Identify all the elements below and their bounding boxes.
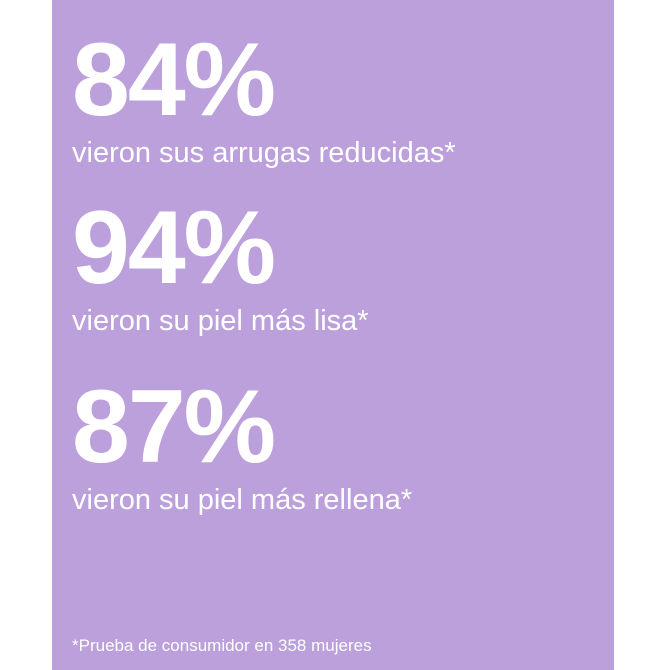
stat-smoother-skin: 94% vieron su piel más lisa* xyxy=(72,196,369,339)
stat-value: 87% xyxy=(72,369,276,485)
footnote: *Prueba de consumidor en 358 mujeres xyxy=(72,636,372,655)
stats-panel xyxy=(52,0,614,670)
stat-wrinkles: 84% vieron sus arrugas reducidas* xyxy=(72,28,456,171)
stat-plumper-skin: 87% vieron su piel más rellena* xyxy=(72,375,412,518)
stat-value: 94% xyxy=(72,190,276,306)
stat-caption: vieron sus arrugas reducidas* xyxy=(72,137,456,169)
stat-value: 84% xyxy=(72,22,276,138)
stat-caption: vieron su piel más rellena* xyxy=(72,484,413,516)
stat-caption: vieron su piel más lisa* xyxy=(72,305,369,337)
